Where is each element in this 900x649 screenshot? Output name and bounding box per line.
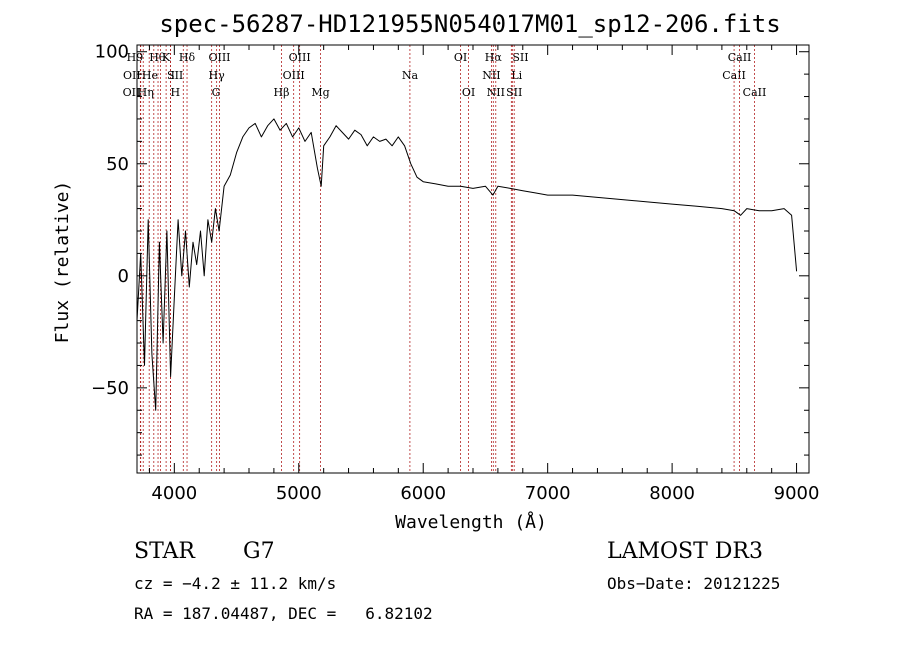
- y-tick-label-0: 0: [118, 266, 129, 287]
- y-tick-label-50: 50: [106, 154, 129, 175]
- chart-title: spec-56287-HD121955N054017M01_sp12-206.f…: [159, 10, 780, 38]
- line-label-30: CaII: [743, 86, 767, 99]
- line-label-27: SII: [506, 86, 522, 99]
- line-label-23: Hα: [485, 51, 503, 64]
- redshift-text: cz = −4.2 ± 11.2 km/s: [134, 574, 337, 593]
- line-label-19: Na: [402, 69, 419, 82]
- line-label-24: NII: [487, 86, 505, 99]
- line-label-5: He: [142, 69, 158, 82]
- x-tick-label-5000: 5000: [276, 483, 322, 504]
- line-label-16: OIII: [283, 69, 305, 82]
- y-tick-label--50: −50: [91, 378, 129, 399]
- x-tick-label-7000: 7000: [525, 483, 571, 504]
- x-tick-label-4000: 4000: [151, 483, 197, 504]
- line-label-8: H: [170, 86, 180, 99]
- line-label-2: H9: [127, 51, 144, 64]
- line-label-15: Hβ: [274, 86, 290, 99]
- line-label-22: NII: [482, 69, 500, 82]
- line-label-14: OIII: [208, 51, 230, 64]
- line-label-7: K: [162, 51, 171, 64]
- x-axis-label: Wavelength (Å): [395, 511, 547, 533]
- x-tick-label-8000: 8000: [649, 483, 695, 504]
- x-tick-label-6000: 6000: [400, 483, 446, 504]
- plot-frame: [136, 44, 810, 474]
- spectral-subclass: G7: [243, 539, 275, 564]
- line-label-29: CaII: [728, 51, 752, 64]
- line-label-20: OI: [454, 51, 467, 64]
- coordinates: RA = 187.04487, DEC = 6.82102: [134, 604, 433, 623]
- line-label-3: Hθ: [149, 51, 166, 64]
- object-class: STAR: [134, 539, 195, 564]
- x-axis: 4000 5000 6000 7000 8000 9000: [148, 45, 820, 504]
- series-spectrum: [136, 118, 798, 411]
- line-label-25: Li: [511, 69, 522, 82]
- line-label-10: SII: [167, 69, 183, 82]
- line-label-4: Hη: [138, 86, 154, 99]
- line-label-13: Hγ: [209, 69, 226, 82]
- spectrum-layer: [136, 118, 798, 411]
- obs-date: Obs−Date: 20121225: [607, 574, 781, 593]
- line-label-18: Mg: [311, 86, 329, 99]
- line-label-11: Hδ: [179, 51, 196, 64]
- x-tick-label-9000: 9000: [774, 483, 820, 504]
- survey-name: LAMOST DR3: [607, 539, 763, 564]
- y-axis: −50 0 50 100: [91, 42, 809, 456]
- y-tick-label-100: 100: [95, 42, 129, 63]
- line-label-9: I: [171, 69, 175, 82]
- line-label-21: OI: [462, 86, 475, 99]
- line-label-0: OII: [123, 86, 141, 99]
- y-axis-label: Flux (relative): [52, 181, 73, 344]
- line-label-17: OIII: [289, 51, 311, 64]
- line-label-28: CaII: [722, 69, 746, 82]
- line-label-12: G: [212, 86, 221, 99]
- line-label-26: SII: [512, 51, 528, 64]
- line-label-1: OII: [123, 69, 141, 82]
